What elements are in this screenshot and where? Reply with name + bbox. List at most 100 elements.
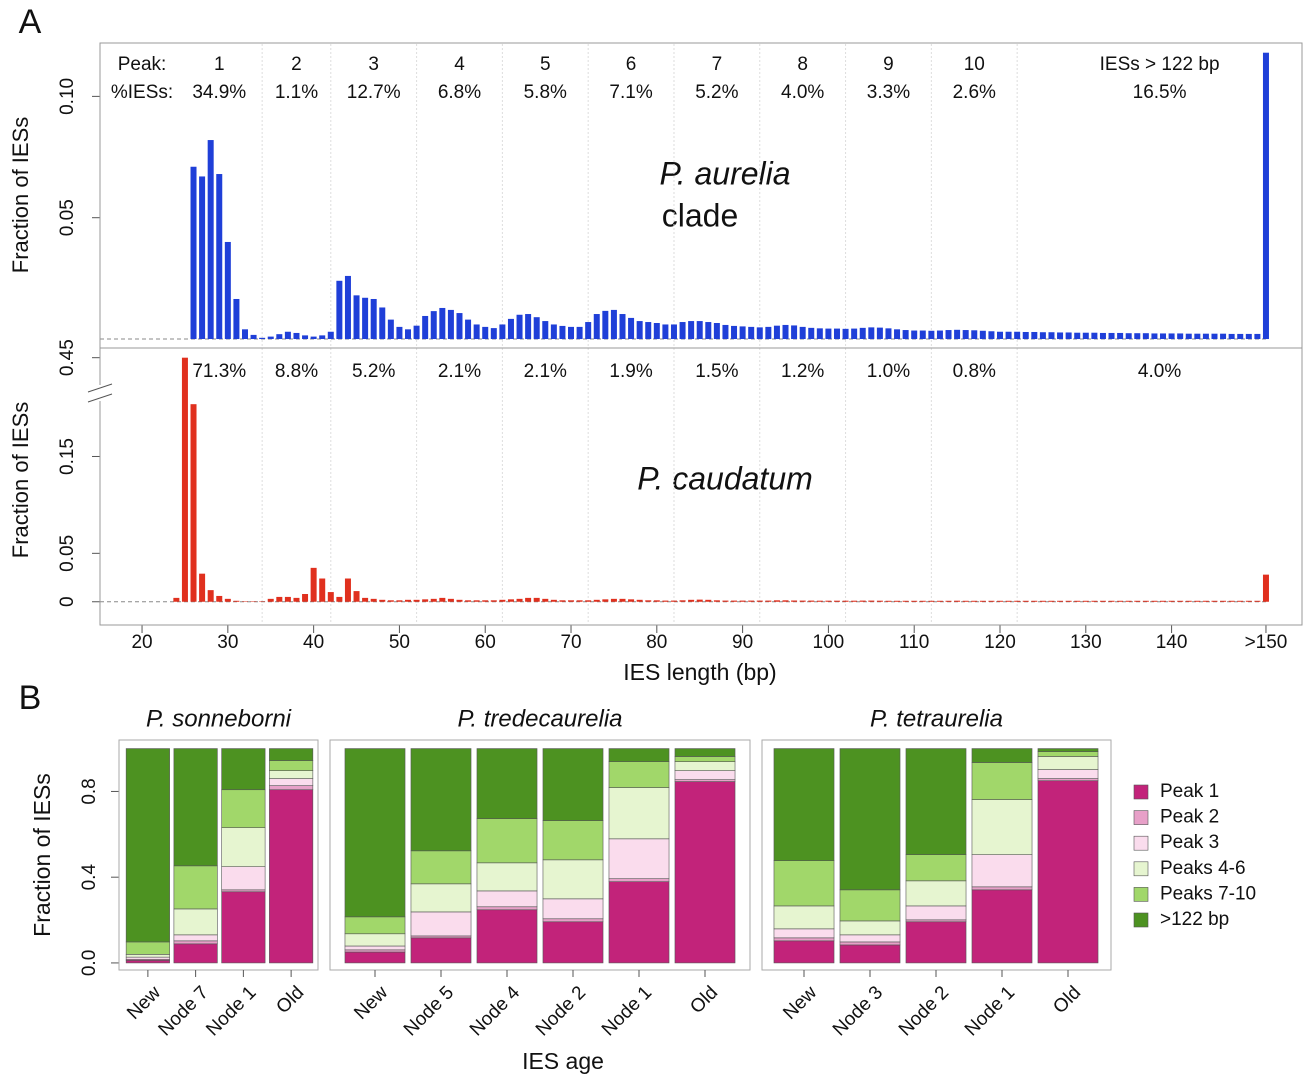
bar [482, 326, 489, 340]
bar-segment [221, 866, 266, 891]
bar-segment [773, 928, 835, 939]
bar [473, 324, 480, 340]
bar [602, 310, 609, 340]
peak-label: 5 [540, 54, 551, 75]
bar [756, 327, 763, 340]
bar [327, 331, 334, 340]
bar [336, 596, 343, 602]
peak-percent: 2.6% [953, 82, 996, 103]
peak-percent: 34.9% [192, 82, 246, 103]
bar [1177, 600, 1184, 602]
bar [1228, 600, 1235, 602]
bar [1237, 600, 1244, 602]
bar [1099, 600, 1106, 602]
bar-segment [173, 748, 218, 867]
bar-segment [410, 937, 472, 964]
bar [885, 600, 892, 602]
peak-label: 10 [964, 54, 985, 75]
bar [773, 600, 780, 602]
bar [550, 324, 557, 340]
axis-break [87, 383, 113, 393]
legend-swatch [1133, 912, 1149, 928]
bar [370, 598, 377, 602]
group-frame [118, 739, 319, 971]
x-tick-label: 70 [560, 632, 581, 653]
bar [302, 594, 309, 602]
bar-segment [905, 748, 967, 855]
y-axis-label: Fraction of IESs [8, 117, 33, 274]
legend-swatch [1133, 835, 1149, 851]
y-tick-label: 0.8 [79, 778, 100, 804]
bar-segment [221, 827, 266, 867]
bar-segment [269, 789, 314, 964]
bar [447, 598, 454, 602]
bar-segment [608, 881, 670, 964]
peak-header: Peak: [118, 54, 167, 75]
peak-percent: 4.0% [781, 82, 824, 103]
bar-segment [839, 748, 901, 891]
bar [996, 331, 1003, 340]
bar [387, 600, 394, 602]
bar [233, 600, 240, 602]
bar-segment [773, 860, 835, 907]
bar [688, 321, 695, 340]
legend-swatch [1133, 784, 1149, 800]
bar [456, 599, 463, 602]
bar [447, 309, 454, 340]
percent-header: %IESs: [111, 82, 173, 103]
bar-segment [476, 748, 538, 819]
bar [568, 326, 575, 340]
bar [1014, 331, 1021, 340]
bar [259, 337, 266, 340]
bar-segment [905, 921, 967, 964]
bar [765, 326, 772, 340]
peak-percent: 71.3% [192, 361, 246, 382]
bar [284, 331, 291, 340]
bar-segment [476, 890, 538, 908]
bar-segment [344, 951, 406, 964]
bar [336, 280, 343, 340]
bar [645, 600, 652, 602]
bar-segment [674, 756, 736, 762]
bar [705, 322, 712, 340]
bar-segment [1037, 748, 1099, 752]
bar-segment [542, 859, 604, 900]
bar [422, 315, 429, 340]
bar [739, 600, 746, 602]
bar [705, 599, 712, 602]
bar-segment [269, 770, 314, 779]
bar [833, 328, 840, 340]
bar [996, 600, 1003, 602]
peak-percent: 5.2% [352, 361, 395, 382]
bar [756, 600, 763, 602]
bar-segment [773, 748, 835, 861]
bar [593, 599, 600, 602]
peak-percent: 3.3% [867, 82, 910, 103]
legend-label: Peak 2 [1160, 807, 1219, 828]
bar [473, 600, 480, 602]
bar-segment [344, 945, 406, 951]
bar [181, 357, 188, 602]
peak-percent: 0.8% [953, 361, 996, 382]
bar [679, 322, 686, 340]
peak-percent: 5.8% [524, 82, 567, 103]
x-tick-label: 110 [899, 632, 929, 653]
bar [302, 335, 309, 340]
bar [525, 597, 532, 602]
bar [825, 328, 832, 340]
bar [636, 599, 643, 602]
bar [1082, 332, 1089, 340]
bar [430, 311, 437, 340]
bar [490, 328, 497, 340]
x-tick-label: 50 [389, 632, 410, 653]
y-axis-label: Fraction of IESs [29, 773, 55, 937]
bar [868, 327, 875, 340]
bar-segment [410, 911, 472, 937]
bar [353, 295, 360, 340]
bar-segment [1037, 769, 1099, 779]
bar-segment [1037, 778, 1099, 782]
bar [507, 599, 514, 602]
bar [894, 600, 901, 602]
peak-percent: 1.2% [781, 361, 824, 382]
bar [1065, 332, 1072, 340]
